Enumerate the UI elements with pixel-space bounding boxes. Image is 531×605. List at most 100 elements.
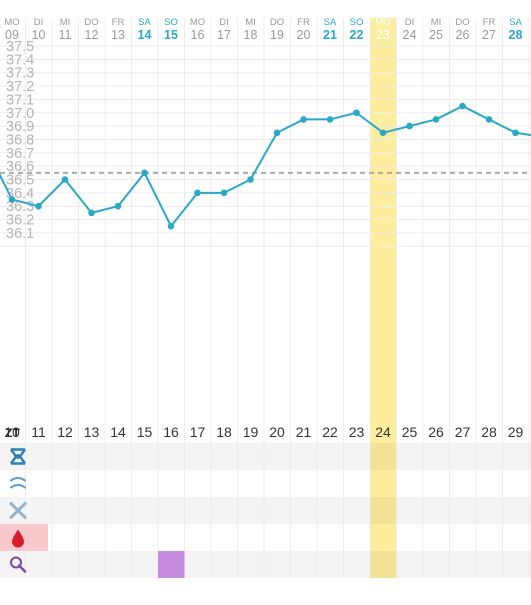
temperature-point[interactable] [459,102,466,110]
drop-glyph [12,529,24,548]
weekday-label: SO [350,17,364,28]
date-label: 22 [350,28,364,42]
cycle-day-label: 14 [110,424,126,440]
ovulation-test-mark[interactable] [158,551,185,578]
cycle-day-label: 19 [243,424,259,440]
bleeding-drop-icon[interactable] [0,524,48,551]
weekday-label: MO [375,17,390,28]
symbol-row[interactable] [0,443,531,470]
y-tick-label: 37.1 [6,92,34,108]
cycle-day-label: 21 [296,424,312,440]
cervix-dot [15,454,21,459]
weekday-label: MO [190,17,205,28]
symbol-row[interactable] [0,497,531,524]
cycle-day-label: 23 [349,424,365,440]
weekday-label: MI [245,17,256,28]
temperature-point[interactable] [485,116,493,123]
weekday-label: FR [297,17,310,28]
ovulation-test-ring [10,556,22,569]
date-label: 16 [191,28,205,42]
ovulation-test-handle [17,564,27,573]
weekday-label: DI [405,17,415,28]
mucus-icon[interactable] [10,477,26,489]
date-label: 12 [85,28,99,42]
temperature-point[interactable] [88,209,95,217]
date-label: 18 [244,28,258,42]
temperature-point[interactable] [379,129,387,137]
y-tick-label: 36.6 [6,159,34,175]
temperature-point[interactable] [194,189,201,197]
temperature-point[interactable] [353,109,360,117]
date-label: 24 [403,28,417,42]
weekday-label: MI [431,17,442,28]
date-label: 27 [482,28,496,42]
weekday-label: DO [270,17,284,28]
cycle-day-label: 13 [84,424,100,440]
y-tick-label: 36.8 [6,132,34,148]
weekday-label: SO [164,17,178,28]
cycle-day-label: 18 [216,424,232,440]
date-label: 13 [111,28,125,42]
y-tick-label: 37.0 [6,106,34,122]
y-tick-label: 36.9 [6,119,34,135]
temperature-point[interactable] [167,222,175,230]
cervix-icon[interactable] [10,448,26,465]
cycle-day-label: 17 [190,424,206,440]
temperature-line [0,105,531,228]
y-tick-label: 37.5 [6,39,34,55]
temperature-point[interactable] [61,176,69,183]
bleeding-row-background [0,524,48,551]
temperature-point[interactable] [273,129,281,137]
date-label: 28 [509,28,523,42]
weekday-label: DI [34,17,44,28]
date-label: 11 [59,28,72,42]
ovulation-test-icon[interactable] [10,556,27,573]
cycle-day-label: 12 [57,424,73,440]
weekday-label: FR [112,17,125,28]
temperature-point[interactable] [432,116,440,123]
date-label: 10 [32,28,46,42]
temperature-point[interactable] [35,202,42,210]
cycle-day-label: 29 [508,424,524,440]
temperature-point[interactable] [247,176,254,183]
date-label: 17 [217,28,231,42]
cycle-day-label: 15 [137,424,153,440]
date-label: 19 [270,28,284,42]
temperature-point[interactable] [300,116,307,123]
cycle-day-label: 22 [322,424,338,440]
symbol-row[interactable] [0,551,531,578]
weekday-label: DI [219,17,229,28]
temperature-point[interactable] [326,116,334,123]
symbol-row[interactable] [0,524,531,551]
date-label: 20 [297,28,311,42]
y-tick-label: 37.3 [6,66,34,82]
temperature-point[interactable] [8,196,16,203]
y-tick-label: 37.4 [6,52,34,68]
date-label: 25 [429,28,443,42]
cycle-day-label: 11 [31,424,46,440]
temperature-point[interactable] [220,189,228,197]
cycle-day-label: 20 [269,424,285,440]
date-label: 14 [138,28,152,42]
y-tick-label: 36.2 [6,213,34,229]
sex-icon[interactable] [9,502,27,519]
symbol-row[interactable] [0,470,531,497]
y-tick-label: 36.1 [6,226,34,242]
date-label: 23 [376,28,390,42]
cycle-day-label: 24 [375,424,391,440]
cycle-day-label: 10 [4,424,20,440]
temperature-point[interactable] [406,122,413,130]
weekday-label: DO [455,17,469,28]
y-tick-label: 37.2 [6,79,34,95]
temperature-point[interactable] [114,202,122,210]
cycle-day-label: 28 [481,424,497,440]
y-tick-label: 36.5 [6,173,34,189]
temperature-point[interactable] [512,129,519,137]
cycle-day-label: 27 [455,424,471,440]
cycle-day-label: 26 [428,424,444,440]
cycle-day-corner-label: ZT [5,426,20,440]
mucus-glyph [10,477,26,489]
temperature-point[interactable] [141,169,148,177]
